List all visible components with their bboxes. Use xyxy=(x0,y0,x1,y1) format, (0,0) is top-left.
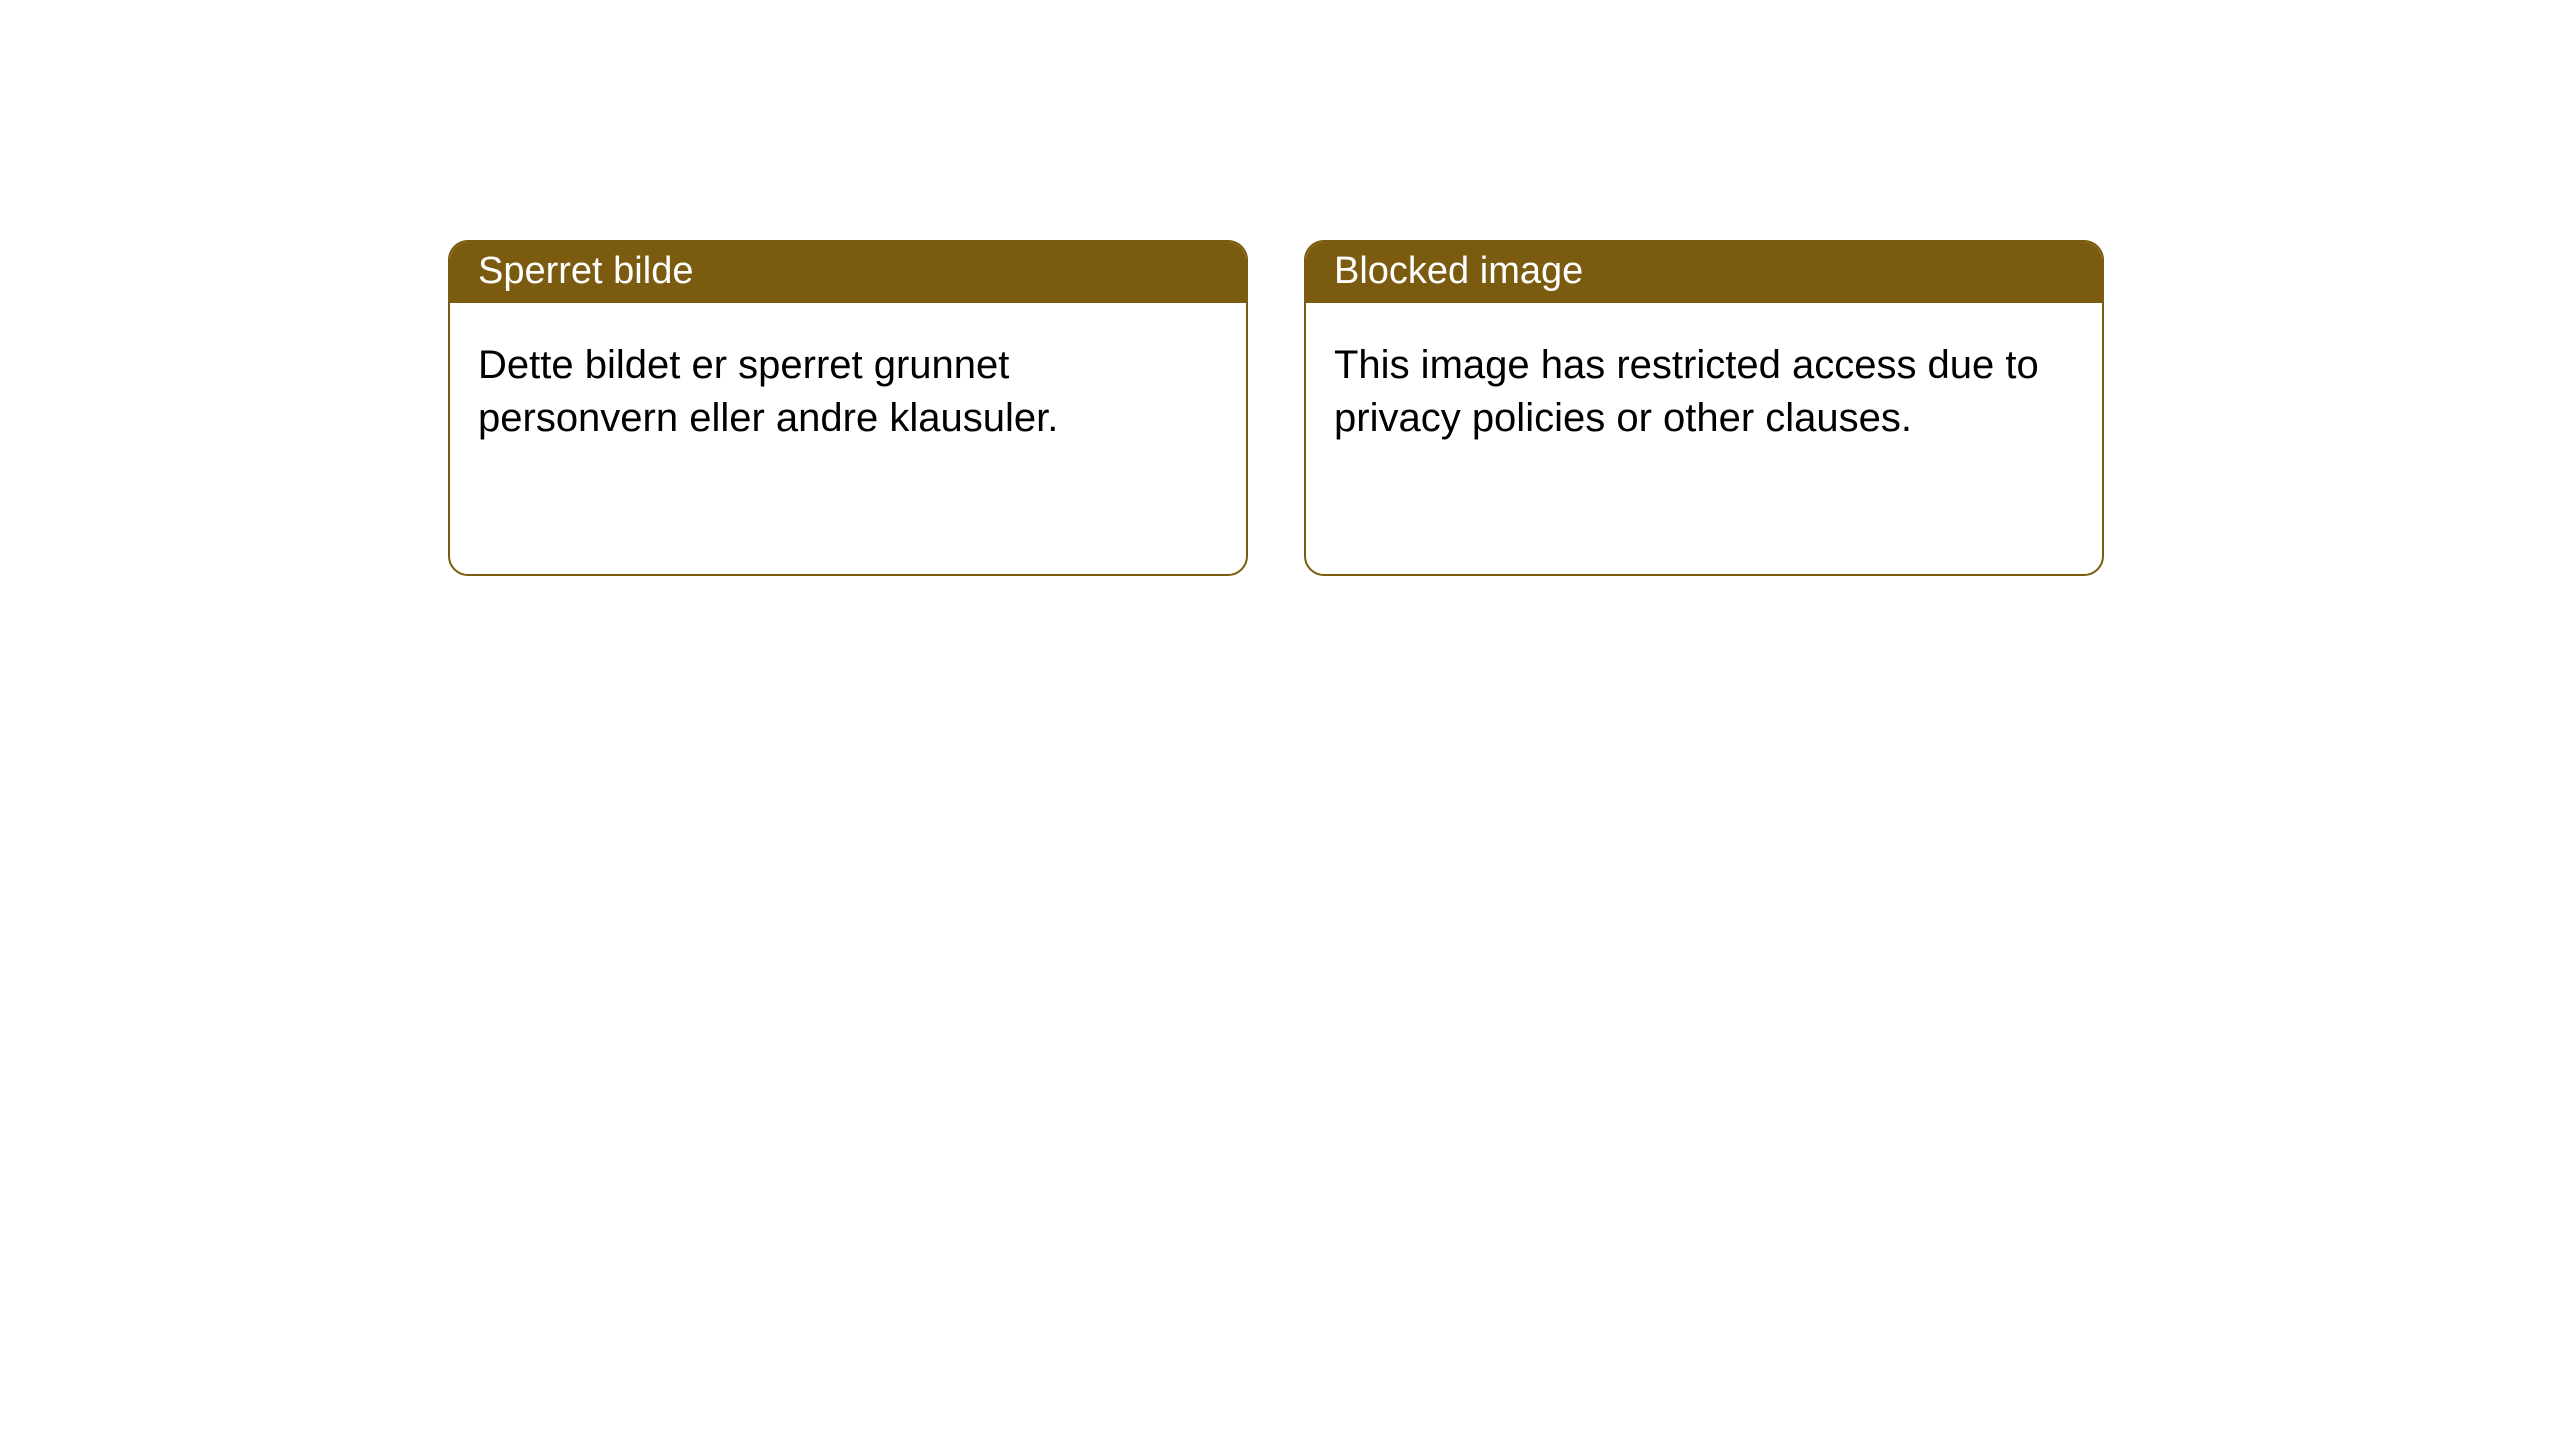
card-body: Dette bildet er sperret grunnet personve… xyxy=(450,303,1246,473)
card-body: This image has restricted access due to … xyxy=(1306,303,2102,473)
blocked-image-card-no: Sperret bilde Dette bildet er sperret gr… xyxy=(448,240,1248,576)
card-title: Blocked image xyxy=(1306,242,2102,303)
notice-container: Sperret bilde Dette bildet er sperret gr… xyxy=(0,0,2560,576)
blocked-image-card-en: Blocked image This image has restricted … xyxy=(1304,240,2104,576)
card-title: Sperret bilde xyxy=(450,242,1246,303)
